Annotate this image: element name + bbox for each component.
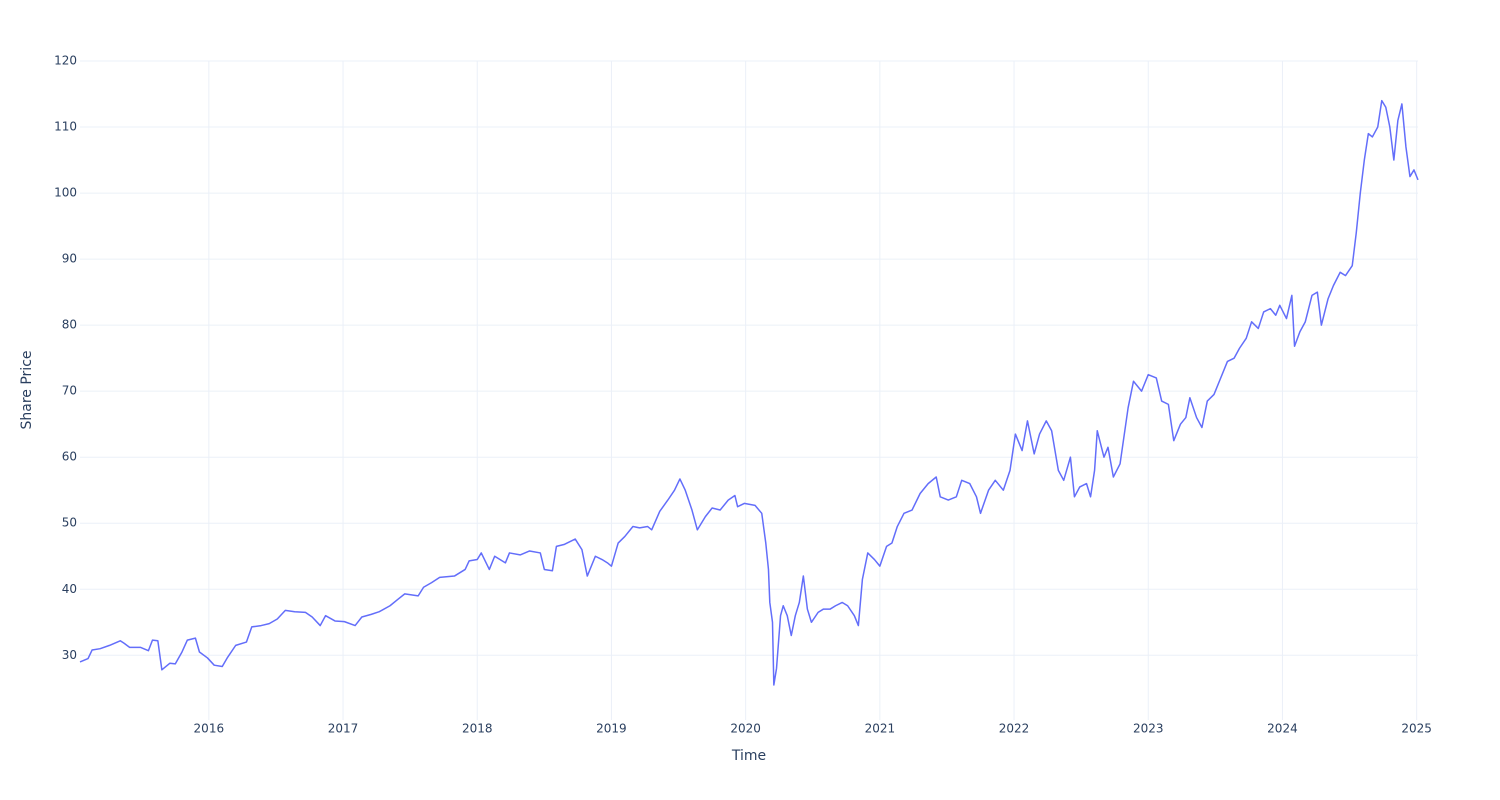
y-tick-label: 50: [62, 516, 77, 530]
x-tick-label: 2019: [596, 722, 627, 736]
x-tick-label: 2017: [328, 722, 359, 736]
x-tick-label: 2024: [1267, 722, 1298, 736]
y-tick-label: 110: [54, 120, 77, 134]
y-tick-label: 60: [62, 450, 77, 464]
x-tick-label: 2018: [462, 722, 493, 736]
y-axis-title: Share Price: [19, 350, 35, 429]
x-tick-label: 2022: [999, 722, 1030, 736]
y-tick-label: 90: [62, 252, 77, 266]
x-tick-label: 2016: [194, 722, 225, 736]
y-tick-label: 120: [54, 54, 77, 68]
x-tick-label: 2021: [865, 722, 896, 736]
y-tick-label: 80: [62, 318, 77, 332]
y-tick-label: 70: [62, 384, 77, 398]
x-tick-label: 2023: [1133, 722, 1164, 736]
y-tick-label: 30: [62, 648, 77, 662]
y-tick-label: 40: [62, 582, 77, 596]
x-tick-label: 2020: [730, 722, 761, 736]
y-tick-label: 100: [54, 186, 77, 200]
x-axis-title: Time: [731, 748, 766, 764]
x-tick-label: 2025: [1401, 722, 1432, 736]
price-line: [79, 99, 1419, 686]
